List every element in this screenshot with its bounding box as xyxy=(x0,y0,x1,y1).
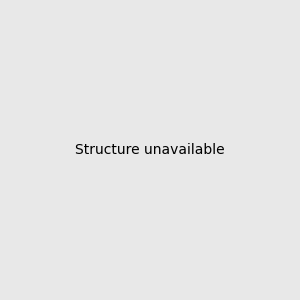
Text: Structure unavailable: Structure unavailable xyxy=(75,143,225,157)
